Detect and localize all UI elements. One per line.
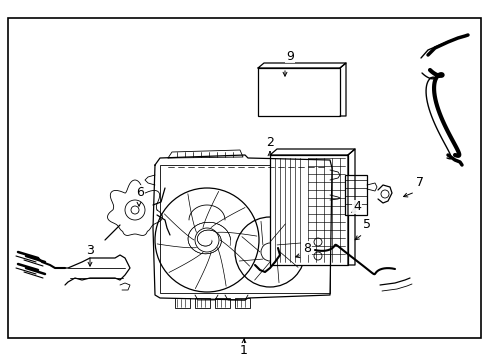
Bar <box>8 18 480 338</box>
Bar <box>215 298 229 308</box>
Text: 7: 7 <box>415 176 423 189</box>
Text: 5: 5 <box>362 219 370 231</box>
Bar <box>160 165 329 293</box>
Text: 1: 1 <box>240 343 247 356</box>
Text: 6: 6 <box>136 185 143 198</box>
Bar <box>235 298 249 308</box>
Text: 3: 3 <box>86 243 94 256</box>
Bar <box>258 68 339 116</box>
Text: 4: 4 <box>352 201 360 213</box>
Bar <box>345 175 366 215</box>
Bar <box>195 298 209 308</box>
Text: 9: 9 <box>285 49 293 63</box>
Text: 2: 2 <box>265 136 273 149</box>
Bar <box>269 155 347 265</box>
Text: 1: 1 <box>240 343 247 356</box>
Bar <box>175 298 190 308</box>
Text: 8: 8 <box>303 242 310 255</box>
